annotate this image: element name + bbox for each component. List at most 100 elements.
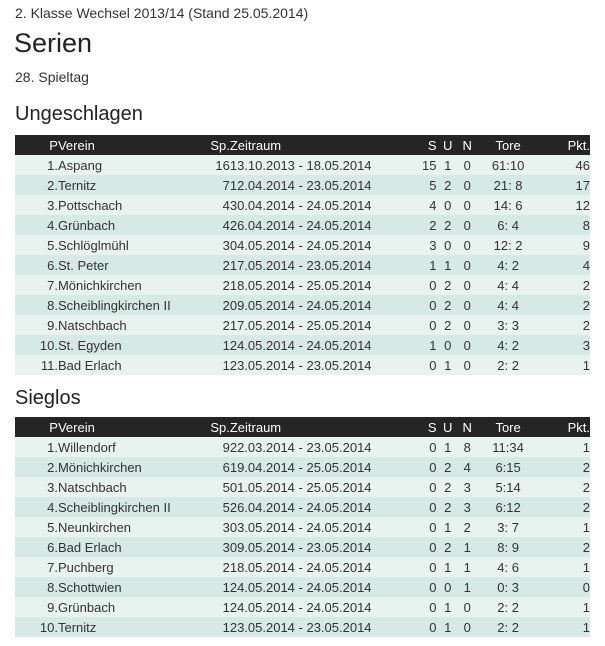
table-row: 4. Grünbach 4 26.04.2014 - 24.05.2014 2 2 0 6: … <box>15 215 590 235</box>
cell-position: 1. <box>15 437 58 457</box>
cell-goals: 11:34 <box>475 437 541 457</box>
table-row: 7. Puchberg 2 18.05.2014 - 24.05.2014 0 1 1 4: … <box>15 557 590 577</box>
cell-points: 2 <box>540 275 590 295</box>
cell-club: Bad Erlach <box>57 537 202 557</box>
cell-games: 2 <box>201 295 230 315</box>
cell-points: 0 <box>540 577 590 597</box>
cell-draws: 1 <box>436 437 459 457</box>
cell-games: 1 <box>201 577 230 597</box>
cell-games: 9 <box>201 437 230 457</box>
table-body: 1. Aspang 16 13.10.2013 - 18.05.2014 15 1 0 61:… <box>15 155 590 375</box>
col-header-zeitraum: Zeitraum <box>229 417 404 437</box>
cell-period: 17.05.2014 - 23.05.2014 <box>229 255 404 275</box>
col-header-n: N <box>459 135 476 155</box>
cell-losses: 0 <box>459 235 476 255</box>
cell-club: Mönichkirchen <box>57 275 202 295</box>
table-row: 3. Pottschach 4 30.04.2014 - 24.05.2014 4 0 0 1… <box>15 195 590 215</box>
cell-goals: 3: 3 <box>475 315 541 335</box>
cell-position: 5. <box>15 235 58 255</box>
cell-losses: 1 <box>459 577 476 597</box>
cell-draws: 2 <box>436 175 459 195</box>
cell-games: 1 <box>201 355 230 375</box>
cell-games: 1 <box>201 597 230 617</box>
cell-goals: 8: 9 <box>475 537 541 557</box>
cell-games: 5 <box>201 477 230 497</box>
cell-club: Natschbach <box>57 477 202 497</box>
cell-club: Ternitz <box>57 175 202 195</box>
table-row: 9. Natschbach 2 17.05.2014 - 25.05.2014 0 2 0 3… <box>15 315 590 335</box>
cell-goals: 61:10 <box>475 155 541 175</box>
cell-losses: 0 <box>459 255 476 275</box>
col-header-pkt: Pkt. <box>540 417 590 437</box>
cell-period: 26.04.2014 - 24.05.2014 <box>229 215 404 235</box>
table-ungeschlagen: P Verein Sp. Zeitraum S U N Tore Pkt. 1.… <box>15 135 590 375</box>
cell-wins: 5 <box>403 175 437 195</box>
cell-goals: 12: 2 <box>475 235 541 255</box>
cell-points: 2 <box>540 315 590 335</box>
cell-wins: 0 <box>403 557 437 577</box>
table-row: 2. Ternitz 7 12.04.2014 - 23.05.2014 5 2 0 21: … <box>15 175 590 195</box>
cell-position: 8. <box>15 295 58 315</box>
col-header-p: P <box>15 135 58 155</box>
cell-period: 19.04.2014 - 25.05.2014 <box>229 457 404 477</box>
cell-position: 7. <box>15 557 58 577</box>
cell-games: 2 <box>201 255 230 275</box>
cell-wins: 0 <box>403 577 437 597</box>
col-header-s: S <box>403 135 437 155</box>
cell-points: 2 <box>540 457 590 477</box>
cell-points: 2 <box>540 295 590 315</box>
cell-points: 46 <box>540 155 590 175</box>
cell-period: 24.05.2014 - 24.05.2014 <box>229 577 404 597</box>
cell-losses: 0 <box>459 597 476 617</box>
table-row: 3. Natschbach 5 01.05.2014 - 25.05.2014 0 2 3 5… <box>15 477 590 497</box>
cell-period: 24.05.2014 - 24.05.2014 <box>229 335 404 355</box>
cell-points: 1 <box>540 617 590 637</box>
cell-draws: 2 <box>436 457 459 477</box>
table-row: 7. Mönichkirchen 2 18.05.2014 - 25.05.2014 0… <box>15 275 590 295</box>
col-header-n: N <box>459 417 476 437</box>
cell-period: 23.05.2014 - 23.05.2014 <box>229 617 404 637</box>
cell-position: 2. <box>15 175 58 195</box>
cell-period: 17.05.2014 - 25.05.2014 <box>229 315 404 335</box>
cell-goals: 6:15 <box>475 457 541 477</box>
cell-losses: 2 <box>459 517 476 537</box>
col-header-u: U <box>436 135 459 155</box>
cell-position: 11. <box>15 355 58 375</box>
table-body: 1. Willendorf 9 22.03.2014 - 23.05.2014 0 1 8 1… <box>15 437 590 637</box>
cell-goals: 4: 4 <box>475 295 541 315</box>
cell-losses: 0 <box>459 175 476 195</box>
table-row: 8. Scheiblingkirchen II 2 09.05.2014 - 24.0… <box>15 295 590 315</box>
cell-club: Bad Erlach <box>57 355 202 375</box>
cell-games: 2 <box>201 275 230 295</box>
cell-wins: 0 <box>403 437 437 457</box>
cell-games: 3 <box>201 517 230 537</box>
cell-games: 1 <box>201 617 230 637</box>
cell-period: 24.05.2014 - 24.05.2014 <box>229 597 404 617</box>
cell-losses: 8 <box>459 437 476 457</box>
cell-draws: 0 <box>436 235 459 255</box>
cell-period: 04.05.2014 - 24.05.2014 <box>229 235 404 255</box>
cell-games: 16 <box>201 155 230 175</box>
cell-draws: 2 <box>436 537 459 557</box>
col-header-zeitraum: Zeitraum <box>229 135 404 155</box>
table-row: 11. Bad Erlach 1 23.05.2014 - 23.05.2014 0 1 0… <box>15 355 590 375</box>
cell-losses: 0 <box>459 275 476 295</box>
cell-period: 18.05.2014 - 25.05.2014 <box>229 275 404 295</box>
cell-position: 6. <box>15 255 58 275</box>
cell-points: 1 <box>540 557 590 577</box>
cell-goals: 4: 2 <box>475 335 541 355</box>
cell-position: 8. <box>15 577 58 597</box>
cell-draws: 1 <box>436 255 459 275</box>
page-title: Serien <box>14 28 93 58</box>
cell-goals: 4: 4 <box>475 275 541 295</box>
cell-wins: 0 <box>403 597 437 617</box>
cell-club: Neunkirchen <box>57 517 202 537</box>
col-header-sp: Sp. <box>201 135 230 155</box>
cell-position: 2. <box>15 457 58 477</box>
cell-wins: 0 <box>403 537 437 557</box>
cell-points: 8 <box>540 215 590 235</box>
cell-position: 3. <box>15 195 58 215</box>
cell-position: 9. <box>15 315 58 335</box>
cell-club: Natschbach <box>57 315 202 335</box>
cell-games: 6 <box>201 457 230 477</box>
